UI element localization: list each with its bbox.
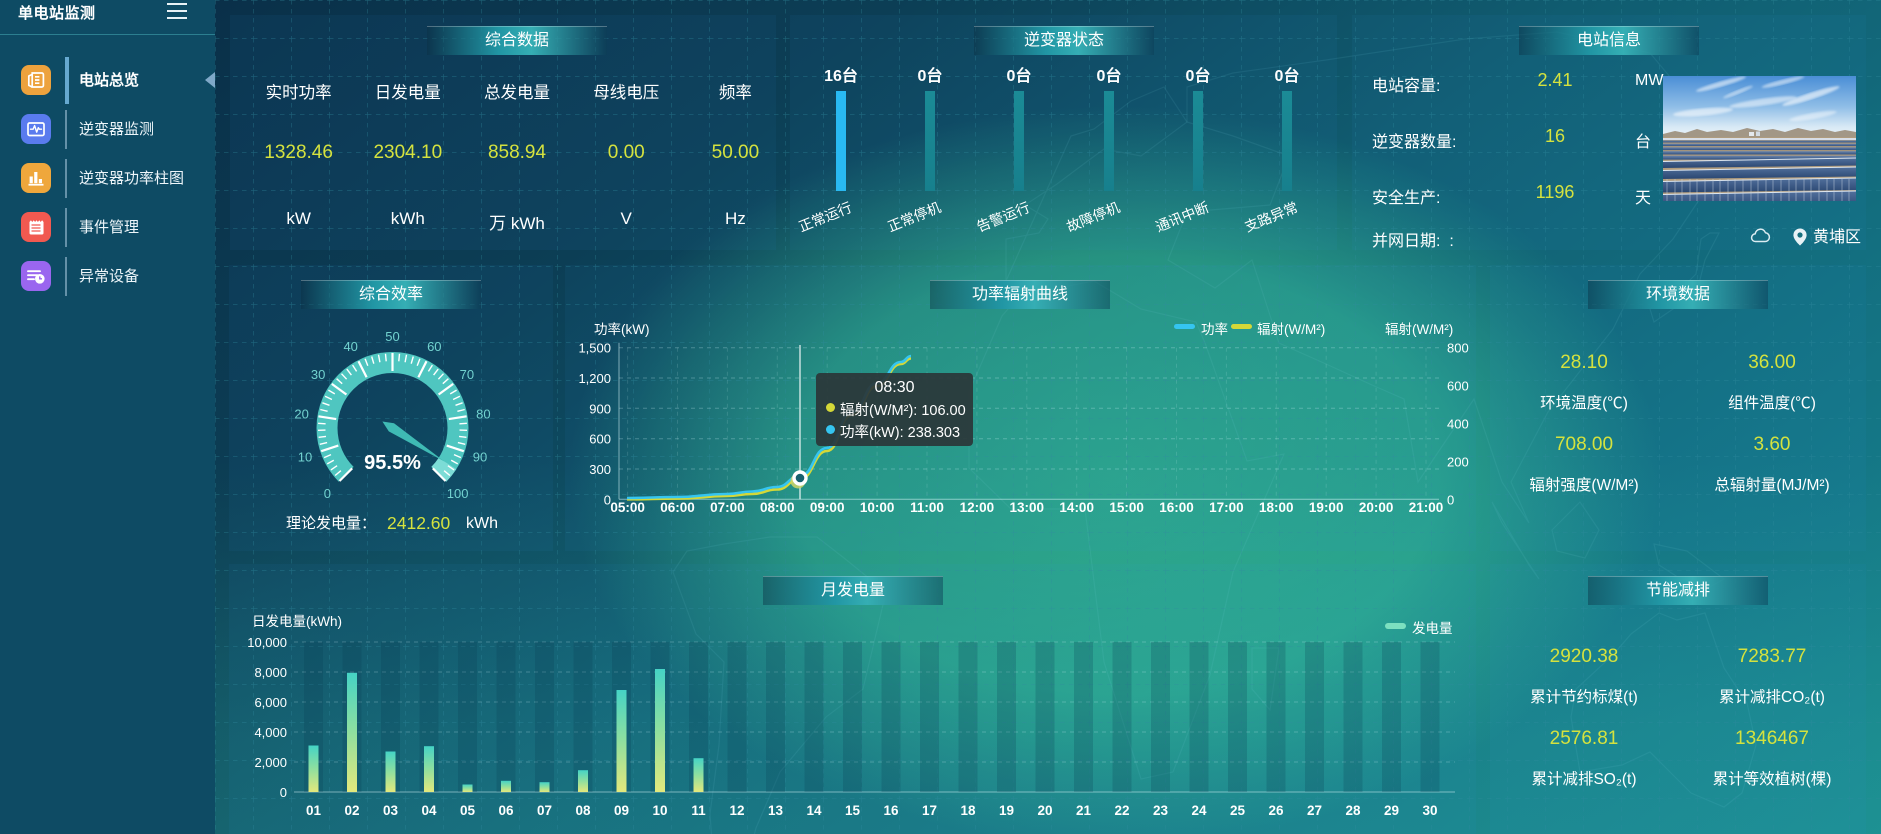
svg-text:09: 09 [614,803,629,818]
svg-text:05:00: 05:00 [610,500,645,515]
svg-text:0台: 0台 [918,66,943,85]
svg-text:08: 08 [575,803,591,818]
svg-text:80: 80 [476,407,490,422]
svg-text:0台: 0台 [1097,66,1122,85]
svg-text:6,000: 6,000 [254,695,287,710]
svg-text:15: 15 [845,803,861,818]
svg-text:告警运行: 告警运行 [974,199,1032,235]
svg-text:400: 400 [1447,417,1469,432]
svg-text:01: 01 [306,803,322,818]
svg-text:8,000: 8,000 [254,665,287,680]
svg-text:23: 23 [1153,803,1169,818]
svg-text:600: 600 [589,432,611,447]
svg-text:通讯中断: 通讯中断 [1153,199,1211,235]
svg-text:18:00: 18:00 [1259,500,1294,515]
svg-text:20: 20 [1037,803,1052,818]
svg-text:07:00: 07:00 [710,500,745,515]
svg-text:06: 06 [498,803,514,818]
svg-text:0: 0 [324,486,331,501]
svg-text:10: 10 [298,449,312,464]
svg-text:04: 04 [421,803,437,818]
svg-text:100: 100 [447,486,469,501]
svg-text:60: 60 [427,339,441,354]
svg-text:10:00: 10:00 [860,500,895,515]
svg-text:300: 300 [589,462,611,477]
svg-text:功率: 功率 [1201,321,1228,337]
svg-text:06:00: 06:00 [660,500,695,515]
svg-text:27: 27 [1307,803,1322,818]
svg-text:2,000: 2,000 [254,755,287,770]
svg-text:08:00: 08:00 [760,500,795,515]
svg-text:40: 40 [343,339,357,354]
svg-text:16:00: 16:00 [1159,500,1194,515]
svg-text:故障停机: 故障停机 [1064,199,1122,235]
svg-text:理论发电量：: 理论发电量： [286,515,376,532]
svg-text:发电量: 发电量 [1412,621,1453,636]
svg-text:10,000: 10,000 [247,635,287,650]
svg-text:30: 30 [1422,803,1437,818]
svg-text:12:00: 12:00 [960,500,995,515]
svg-text:黄埔区: 黄埔区 [1813,228,1861,246]
svg-text:16: 16 [883,803,899,818]
svg-text:50: 50 [385,329,399,344]
svg-text:21:00: 21:00 [1409,500,1444,515]
svg-text:0: 0 [280,785,287,800]
svg-text:12: 12 [729,803,744,818]
svg-text:辐射(W/M²): 辐射(W/M²) [1257,322,1325,337]
svg-text:02: 02 [344,803,359,818]
svg-text:2412.60: 2412.60 [387,513,451,533]
svg-text:17: 17 [922,803,937,818]
svg-text:17:00: 17:00 [1209,500,1244,515]
svg-text:辐射(W/M²): 辐射(W/M²) [1385,322,1453,337]
svg-text:30: 30 [311,367,325,382]
svg-text:13:00: 13:00 [1010,500,1045,515]
svg-text:11: 11 [691,803,706,818]
svg-text:22: 22 [1114,803,1129,818]
svg-text:0: 0 [604,492,611,507]
svg-text:900: 900 [589,401,611,416]
svg-text:200: 200 [1447,454,1469,469]
svg-text:14: 14 [806,803,822,818]
svg-text:kWh: kWh [466,515,498,532]
svg-text:19:00: 19:00 [1309,500,1344,515]
svg-text:05: 05 [460,803,476,818]
svg-text:14:00: 14:00 [1059,500,1094,515]
svg-text:18: 18 [960,803,976,818]
svg-text:800: 800 [1447,341,1469,356]
svg-text:95.5%: 95.5% [364,452,421,474]
svg-text:25: 25 [1230,803,1246,818]
svg-text:03: 03 [383,803,399,818]
svg-text:20:00: 20:00 [1359,500,1394,515]
svg-text:24: 24 [1191,803,1207,818]
svg-text:11:00: 11:00 [910,500,944,515]
svg-text:4,000: 4,000 [254,725,287,740]
svg-text:0台: 0台 [1007,66,1032,85]
svg-text:0台: 0台 [1275,66,1300,85]
svg-text:26: 26 [1268,803,1284,818]
svg-text:07: 07 [537,803,552,818]
svg-text:正常停机: 正常停机 [885,199,943,235]
svg-text:正常运行: 正常运行 [796,199,854,235]
svg-text:支路异常: 支路异常 [1242,199,1300,235]
svg-text:功率(kW): 功率(kW) [594,321,649,337]
svg-text:日发电量(kWh): 日发电量(kWh) [252,614,342,629]
svg-text:0台: 0台 [1186,66,1211,85]
svg-text:1,200: 1,200 [578,371,611,386]
svg-text:21: 21 [1076,803,1092,818]
svg-text:90: 90 [473,449,487,464]
svg-text:10: 10 [652,803,667,818]
svg-text:20: 20 [294,407,308,422]
svg-text:70: 70 [460,367,474,382]
svg-text:15:00: 15:00 [1109,500,1144,515]
svg-text:29: 29 [1384,803,1399,818]
svg-text:13: 13 [768,803,784,818]
svg-text:1,500: 1,500 [578,341,611,356]
svg-text:09:00: 09:00 [810,500,845,515]
svg-text:19: 19 [999,803,1014,818]
svg-text:0: 0 [1447,492,1454,507]
svg-text:600: 600 [1447,379,1469,394]
svg-text:28: 28 [1345,803,1361,818]
svg-text:16台: 16台 [824,66,858,85]
